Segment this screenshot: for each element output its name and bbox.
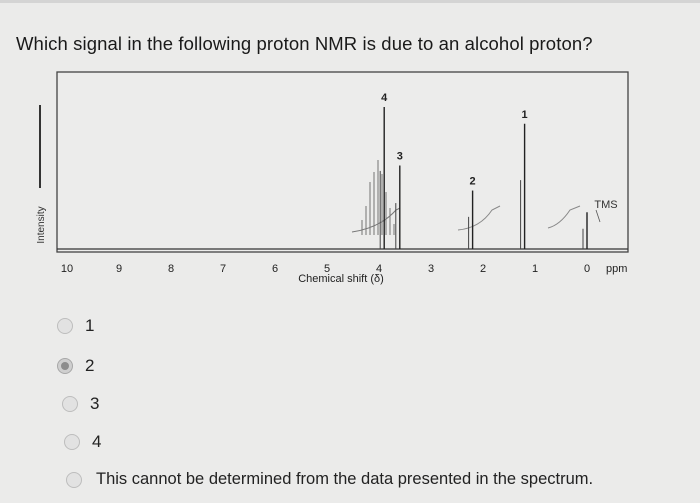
option-4[interactable]: 4	[64, 432, 101, 452]
option-label: 2	[85, 356, 95, 375]
x-tick-label: 1	[532, 263, 538, 275]
x-tick-label: 10	[61, 263, 73, 275]
option-label: 4	[92, 432, 102, 451]
signal-peaks: 4 3 2 1	[379, 92, 588, 249]
radio-button[interactable]	[64, 434, 80, 450]
x-tick-label: 0	[584, 263, 590, 275]
x-tick-label: 7	[220, 263, 226, 275]
radio-button[interactable]	[57, 358, 73, 374]
tms-label: TMS	[594, 199, 617, 211]
question-text: Which signal in the following proton NMR…	[16, 33, 593, 54]
integral-trace	[547, 205, 581, 229]
option-label: This cannot be determined from the data …	[96, 470, 594, 488]
signal-label: 3	[397, 151, 403, 163]
x-ticks: 10 9 8 7 6 5 4 3 2 1 0	[61, 263, 590, 275]
x-unit-label: ppm	[606, 263, 627, 275]
x-tick-label: 9	[116, 263, 122, 275]
top-divider	[0, 0, 700, 3]
option-3[interactable]: 3	[62, 394, 99, 414]
y-axis-label: Intensity	[36, 206, 47, 243]
x-tick-label: 5	[324, 263, 330, 275]
spectrum-frame	[56, 71, 629, 253]
option-5[interactable]: This cannot be determined from the data …	[66, 470, 593, 489]
option-label: 1	[85, 316, 95, 335]
x-tick-label: 6	[272, 263, 278, 275]
tms-leader	[595, 209, 601, 223]
option-1[interactable]: 1	[57, 316, 94, 336]
signal-label: 4	[381, 92, 388, 104]
option-label: 3	[90, 394, 100, 413]
x-tick-label: 3	[428, 263, 434, 275]
radio-button[interactable]	[62, 396, 78, 412]
integral-trace	[457, 205, 501, 231]
x-axis-label: Chemical shift (δ)	[298, 273, 384, 285]
radio-button[interactable]	[66, 471, 82, 488]
option-2[interactable]: 2	[57, 356, 94, 376]
x-tick-label: 4	[376, 263, 382, 275]
radio-button[interactable]	[57, 318, 73, 334]
signal-label: 1	[522, 109, 528, 121]
x-tick-label: 2	[480, 263, 486, 275]
x-tick-label: 8	[168, 263, 174, 275]
multiplet-cluster	[361, 160, 395, 235]
signal-label: 2	[470, 176, 476, 188]
